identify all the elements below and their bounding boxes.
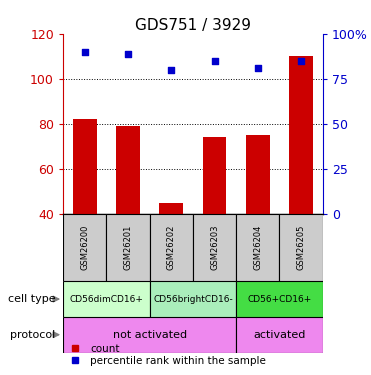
Bar	[150, 214, 193, 281]
Text: GSM26200: GSM26200	[80, 225, 89, 270]
Bar	[106, 214, 150, 281]
Bar	[63, 281, 150, 317]
Text: CD56+CD16+: CD56+CD16+	[247, 295, 312, 304]
Text: GSM26201: GSM26201	[124, 225, 132, 270]
Bar	[279, 214, 323, 281]
Text: not activated: not activated	[112, 330, 187, 340]
Bar	[246, 135, 270, 214]
Point	[82, 49, 88, 55]
Bar	[193, 214, 236, 281]
Text: GSM26202: GSM26202	[167, 225, 176, 270]
Bar	[116, 126, 140, 214]
Bar	[73, 119, 96, 214]
Point	[168, 67, 174, 73]
Text: CD56brightCD16-: CD56brightCD16-	[153, 295, 233, 304]
Text: GSM26205: GSM26205	[297, 225, 306, 270]
Text: activated: activated	[253, 330, 306, 340]
Point	[255, 64, 261, 70]
Point	[298, 58, 304, 64]
Bar	[236, 317, 323, 352]
Bar	[236, 281, 323, 317]
Text: cell type: cell type	[8, 294, 56, 304]
Bar	[203, 137, 226, 214]
Bar	[236, 214, 279, 281]
Point	[125, 51, 131, 57]
Bar	[150, 281, 236, 317]
Text: CD56dimCD16+: CD56dimCD16+	[69, 295, 143, 304]
Bar	[289, 56, 313, 214]
Bar	[63, 317, 236, 352]
Bar	[63, 214, 106, 281]
Legend: count, percentile rank within the sample: count, percentile rank within the sample	[61, 339, 270, 370]
Point	[211, 58, 217, 64]
Title: GDS751 / 3929: GDS751 / 3929	[135, 18, 251, 33]
Text: GSM26204: GSM26204	[253, 225, 262, 270]
Text: protocol: protocol	[10, 330, 56, 340]
Text: GSM26203: GSM26203	[210, 225, 219, 270]
Bar	[160, 202, 183, 214]
